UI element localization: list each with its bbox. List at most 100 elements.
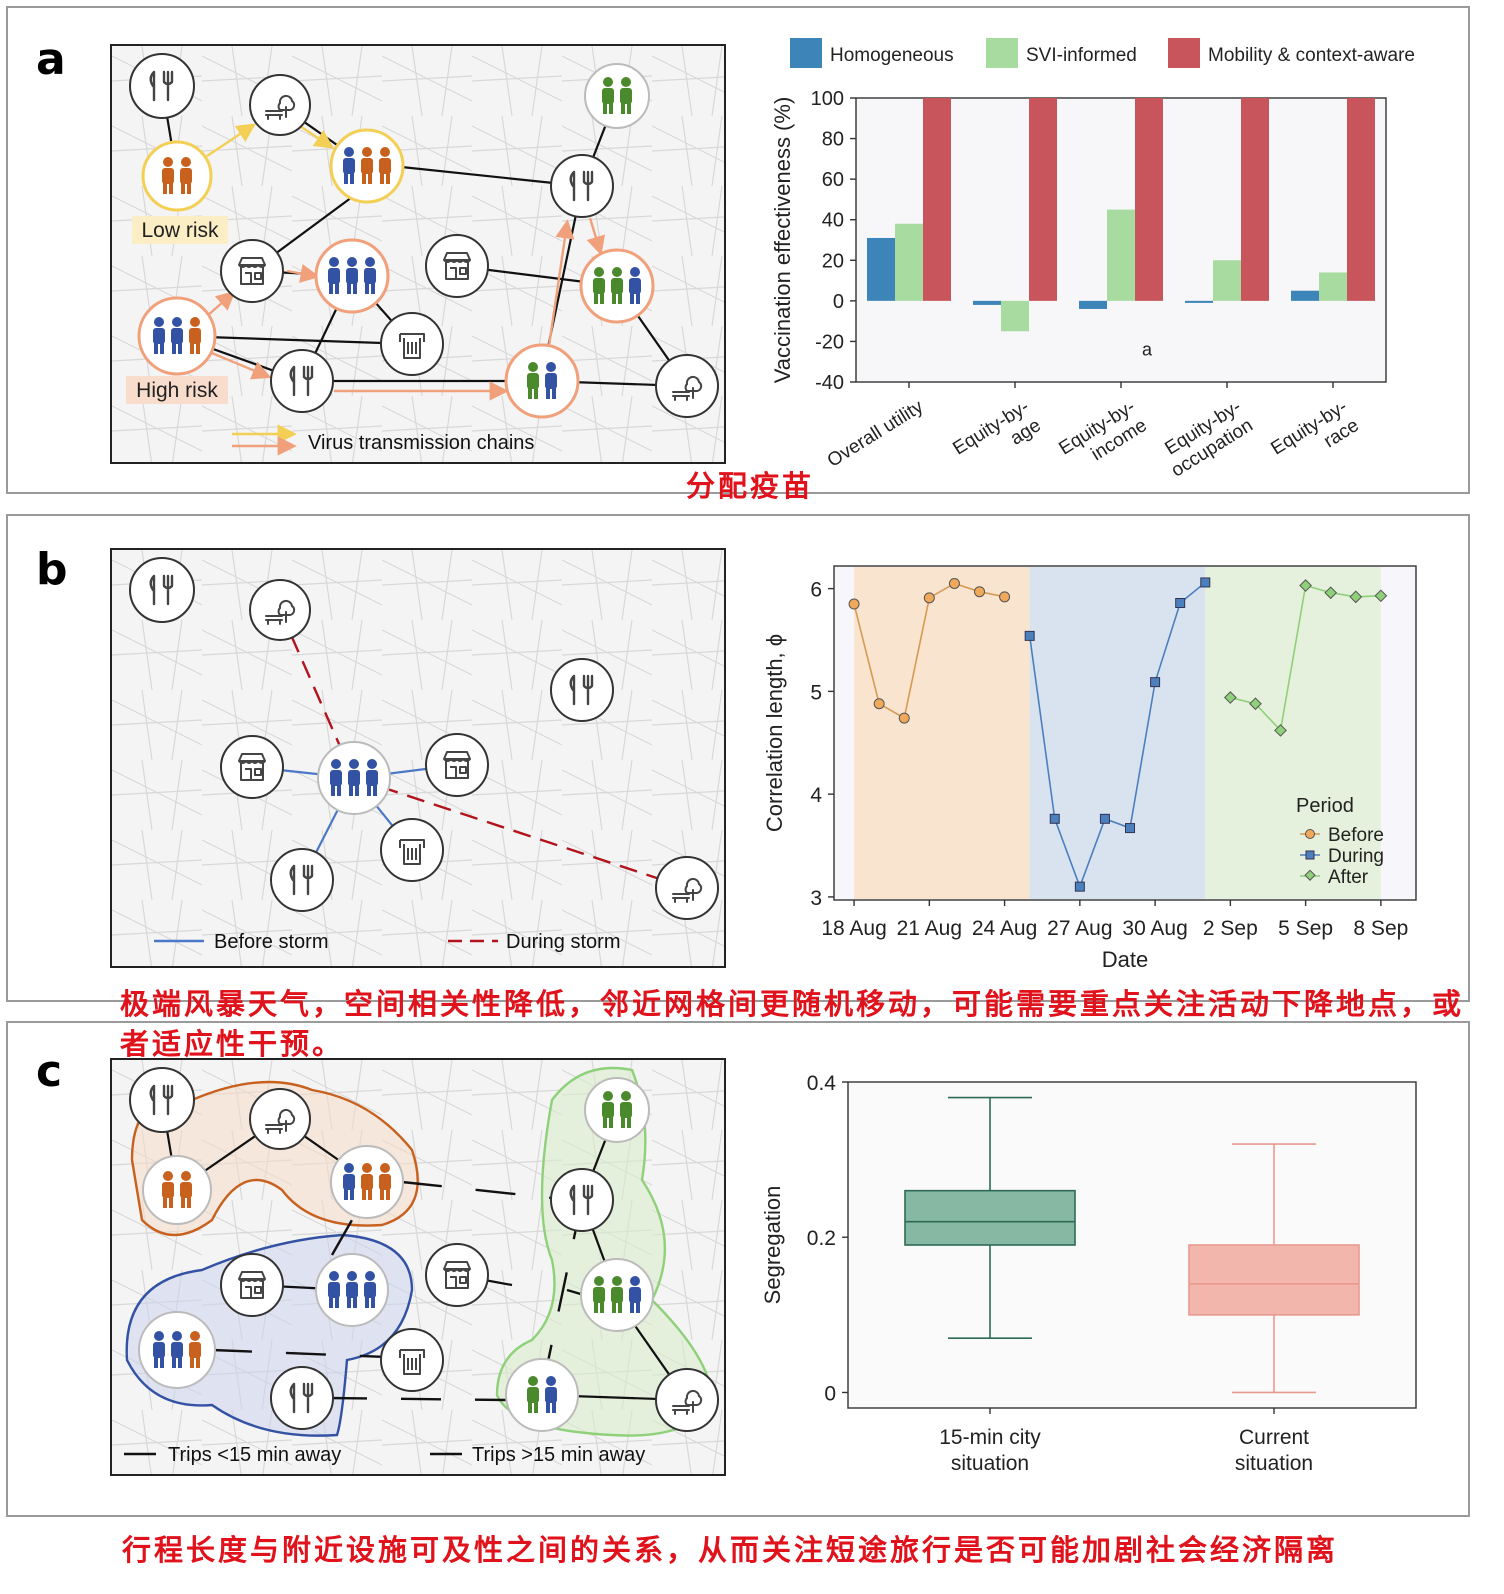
point-during xyxy=(1175,597,1186,608)
shop-icon xyxy=(425,1243,489,1307)
period-band xyxy=(1029,567,1206,899)
restaurant-icon xyxy=(550,658,614,722)
point-before xyxy=(848,598,860,610)
point-after xyxy=(1324,586,1338,600)
point-during xyxy=(1099,813,1110,824)
bar xyxy=(1291,290,1319,301)
y-axis-label: Correlation length, ϕ xyxy=(762,634,787,832)
bar xyxy=(895,223,923,301)
bar xyxy=(1135,98,1163,301)
y-tick-label: 40 xyxy=(822,210,844,232)
restaurant-icon xyxy=(550,154,614,218)
legend-label: SVI-informed xyxy=(1026,45,1137,66)
box xyxy=(1188,1244,1360,1316)
y-tick-label: 3 xyxy=(810,887,822,910)
bar xyxy=(1029,98,1057,301)
green-blue-pair-icon xyxy=(504,343,580,419)
bar xyxy=(867,237,895,301)
shop-icon xyxy=(220,1253,284,1317)
point-after xyxy=(1274,724,1287,737)
bar xyxy=(1319,272,1347,301)
y-tick-label: 6 xyxy=(810,579,822,602)
legend-title: Period xyxy=(1296,795,1354,817)
network-diagram-c: Trips <15 min away Trips >15 min away xyxy=(110,1058,726,1476)
box xyxy=(904,1189,1076,1246)
y-tick-label: 5 xyxy=(810,681,822,704)
panel-a-letter: a xyxy=(36,34,66,85)
y-tick-label: 60 xyxy=(822,169,844,191)
transmission-chain-arrows-a xyxy=(206,123,606,401)
restaurant-icon xyxy=(129,53,195,119)
panel-a-annotation: 分配疫苗 xyxy=(686,469,815,503)
restaurant-icon xyxy=(129,1067,195,1133)
x-tick-label: 30 Aug xyxy=(1122,917,1187,940)
x-tick-label: Overall utility xyxy=(824,396,928,472)
restaurant-icon xyxy=(129,557,195,623)
legend-marker xyxy=(1305,829,1315,839)
network-diagram-b: Before storm During storm xyxy=(110,548,726,968)
green-blue-group-icon xyxy=(579,248,655,324)
during-storm-legend: During storm xyxy=(506,931,620,953)
shop-icon xyxy=(220,735,284,799)
before-storm-legend: Before storm xyxy=(214,931,328,953)
y-tick-label: 80 xyxy=(822,129,844,151)
bar xyxy=(1213,260,1241,301)
low-risk-label: Low risk xyxy=(141,219,219,242)
park-icon xyxy=(655,354,719,418)
point-before xyxy=(974,586,985,598)
restaurant-icon xyxy=(270,848,334,912)
x-tick-label: 5 Sep xyxy=(1278,917,1333,940)
legend-label: Before xyxy=(1328,825,1384,846)
x-tick-label: situation xyxy=(1235,1452,1313,1475)
y-tick-label: 100 xyxy=(811,88,844,110)
low-risk-group-icon xyxy=(141,140,213,212)
point-during xyxy=(1074,881,1085,892)
y-tick-label: 0 xyxy=(824,1382,836,1405)
y-axis-label: Segregation xyxy=(760,1186,785,1305)
atm-icon xyxy=(380,818,444,882)
transmission-legend-label: Virus transmission chains xyxy=(308,432,534,454)
x-tick-label-group: Equity-by-race xyxy=(1267,396,1362,459)
point-before xyxy=(948,577,960,589)
point-after xyxy=(1249,697,1262,711)
point-after xyxy=(1374,589,1388,603)
long-trip-edges xyxy=(211,1180,585,1402)
point-after xyxy=(1223,691,1237,704)
legend-marker xyxy=(1305,850,1315,860)
y-tick-label: 0 xyxy=(833,291,844,313)
point-during xyxy=(1150,677,1161,688)
x-axis-label: Date xyxy=(1102,947,1148,972)
x-tick-label: 18 Aug xyxy=(821,917,886,940)
restaurant-icon xyxy=(270,349,334,413)
x-tick-label-group: Overall utility xyxy=(824,396,928,472)
point-before xyxy=(873,698,885,710)
legend-label: After xyxy=(1328,867,1369,888)
shop-icon xyxy=(425,733,489,797)
bar xyxy=(1185,300,1213,303)
short-trip-legend: Trips <15 min away xyxy=(168,1444,341,1466)
green-group-icon xyxy=(584,63,650,129)
x-tick-label: 21 Aug xyxy=(897,917,962,940)
point-during xyxy=(1125,823,1136,834)
point-before xyxy=(898,712,910,724)
legend-label: During xyxy=(1328,846,1384,867)
green-group-icon xyxy=(584,1077,650,1143)
period-band xyxy=(1205,567,1381,899)
point-after xyxy=(1349,590,1363,604)
x-tick-label: Current xyxy=(1239,1426,1309,1449)
long-trip-legend: Trips >15 min away xyxy=(472,1444,645,1466)
legend-swatch xyxy=(986,38,1018,68)
y-axis-label: Vaccination effectiveness (%) xyxy=(770,97,795,384)
legend-swatch xyxy=(1168,38,1200,68)
orange-group-icon xyxy=(142,1155,212,1225)
blue-group-icon xyxy=(315,1253,389,1327)
y-tick-label: -40 xyxy=(815,372,844,394)
y-tick-label: 0.2 xyxy=(807,1227,836,1250)
legend-label: Mobility & context-aware xyxy=(1208,45,1415,66)
mixed-group-icon xyxy=(330,1145,404,1219)
x-tick-label: 15-min city xyxy=(939,1426,1041,1449)
high-risk-label: High risk xyxy=(136,379,218,402)
high-risk-group-icon xyxy=(137,296,217,376)
vaccination-bar-chart: -40 -20 0 20 40 60 80 100 Vaccination effectiven… xyxy=(770,38,1415,481)
park-icon xyxy=(655,1368,719,1432)
